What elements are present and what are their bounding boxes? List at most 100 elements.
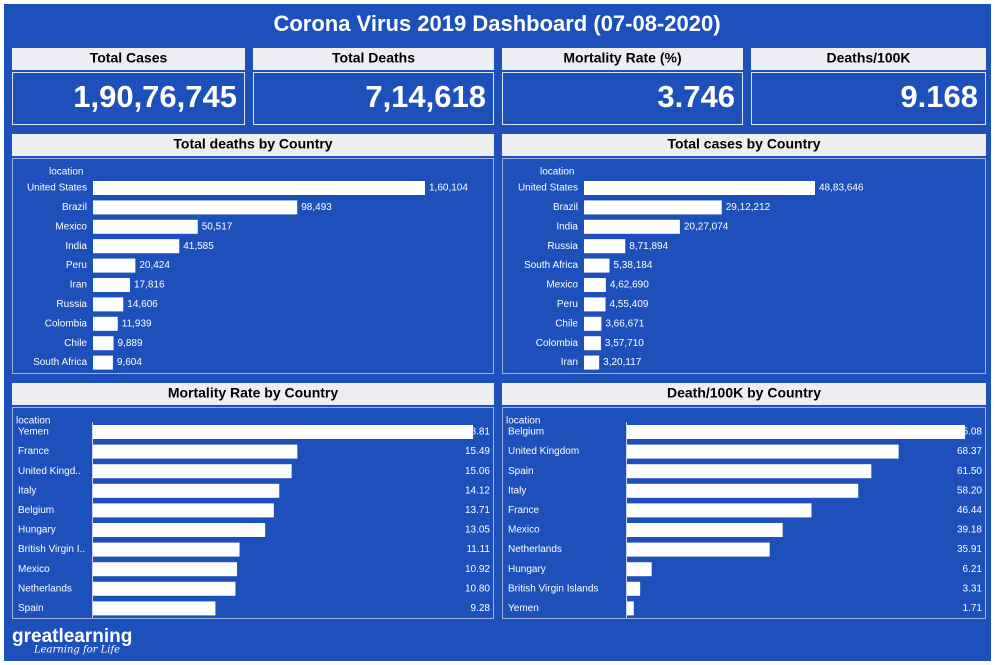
category-label: Chile	[64, 338, 87, 349]
category-label: United States	[518, 183, 578, 194]
kpi-header	[751, 48, 986, 70]
dashboard-title: Corona Virus 2019 Dashboard (07-08-2020)	[273, 11, 720, 36]
category-label: Netherlands	[18, 583, 72, 594]
bar	[584, 219, 680, 234]
kpi-label: Total Cases	[90, 50, 168, 66]
kpi-box	[12, 72, 245, 125]
value-label: 11.11	[466, 544, 490, 555]
category-label: United States	[27, 183, 87, 194]
bar	[93, 562, 238, 577]
category-label: Colombia	[536, 338, 579, 349]
chart-header	[502, 383, 986, 405]
value-label: 41,585	[183, 241, 214, 252]
value-label: 8,71,894	[629, 241, 668, 252]
chart-area	[502, 158, 986, 374]
category-label: United Kingd..	[18, 466, 81, 477]
value-label: 48,83,646	[819, 183, 864, 194]
bar	[93, 483, 280, 498]
bar	[93, 181, 425, 195]
bar	[93, 444, 298, 459]
bar	[584, 316, 602, 331]
bar	[627, 601, 634, 616]
bar	[93, 239, 180, 254]
bar	[93, 581, 236, 596]
category-label: Peru	[557, 299, 578, 310]
category-label: South Africa	[33, 357, 87, 368]
value-label: 50,517	[202, 221, 233, 232]
bar	[627, 483, 859, 498]
value-label: 5,38,184	[613, 260, 652, 271]
kpi-box	[502, 72, 743, 125]
value-label: 20,27,074	[684, 221, 729, 232]
bar	[93, 355, 113, 370]
bar	[93, 336, 114, 351]
category-label: Yemen	[508, 603, 539, 614]
category-label: Mexico	[508, 525, 540, 536]
category-label: South Africa	[524, 260, 578, 271]
bar	[93, 258, 136, 273]
chart-header	[12, 134, 494, 156]
bar	[93, 278, 130, 292]
category-label: Iran	[561, 357, 578, 368]
chart-title: Mortality Rate by Country	[168, 385, 339, 401]
chart-area	[12, 158, 494, 374]
value-label: 3,66,671	[605, 318, 644, 329]
bar	[627, 581, 641, 596]
category-label: India	[556, 221, 578, 232]
axis-label: location	[49, 167, 83, 178]
value-label: 35.91	[957, 544, 982, 555]
category-label: Hungary	[508, 564, 546, 575]
bar	[93, 601, 216, 616]
bar	[93, 542, 240, 557]
bar	[584, 200, 722, 215]
value-label: 15.49	[465, 446, 490, 457]
value-label: 29,12,212	[726, 202, 771, 213]
bar	[93, 297, 124, 312]
bar	[584, 181, 815, 195]
category-label: India	[65, 241, 87, 252]
value-label: 4,55,409	[610, 299, 649, 310]
value-label: 9,889	[118, 338, 143, 349]
chart-title: Total cases by Country	[667, 136, 820, 152]
kpi-label: Deaths/100K	[826, 50, 910, 66]
value-label: 10.80	[465, 583, 490, 594]
axis-label: location	[540, 167, 574, 178]
value-label: 17,816	[134, 280, 165, 291]
category-label: Italy	[18, 485, 36, 496]
value-label: 3,57,710	[605, 338, 644, 349]
kpi-header	[253, 48, 494, 70]
category-label: Spain	[18, 603, 44, 614]
value-label: 1,60,104	[429, 183, 468, 194]
bar	[627, 542, 770, 557]
category-label: Mexico	[546, 280, 578, 291]
bar	[584, 336, 601, 351]
chart-header	[12, 383, 494, 405]
axis-label: location	[16, 416, 50, 427]
value-label: 68.37	[957, 446, 982, 457]
bar	[93, 316, 118, 331]
bar	[584, 258, 610, 273]
kpi-header	[12, 48, 245, 70]
category-label: Russia	[547, 241, 578, 252]
category-label: Russia	[56, 299, 87, 310]
value-label: 9,604	[117, 357, 142, 368]
category-label: Hungary	[18, 525, 56, 536]
chart-header	[502, 134, 986, 156]
bar	[584, 297, 606, 312]
value-label: 15.06	[465, 466, 490, 477]
value-label: 39.18	[957, 525, 982, 536]
kpi-value: 7,14,618	[365, 79, 486, 114]
value-label: 14.12	[465, 485, 490, 496]
logo: greatlearning	[12, 626, 132, 647]
value-label: 13.71	[465, 505, 490, 516]
category-label: Belgium	[18, 505, 54, 516]
value-label: 1.71	[963, 603, 983, 614]
category-label: Netherlands	[508, 544, 562, 555]
value-label: 11,939	[122, 318, 152, 329]
bar	[584, 239, 626, 254]
value-label: 85.08	[957, 427, 982, 438]
value-label: 14,606	[127, 299, 158, 310]
value-label: 98,493	[301, 202, 332, 213]
axis-label: location	[506, 416, 540, 427]
